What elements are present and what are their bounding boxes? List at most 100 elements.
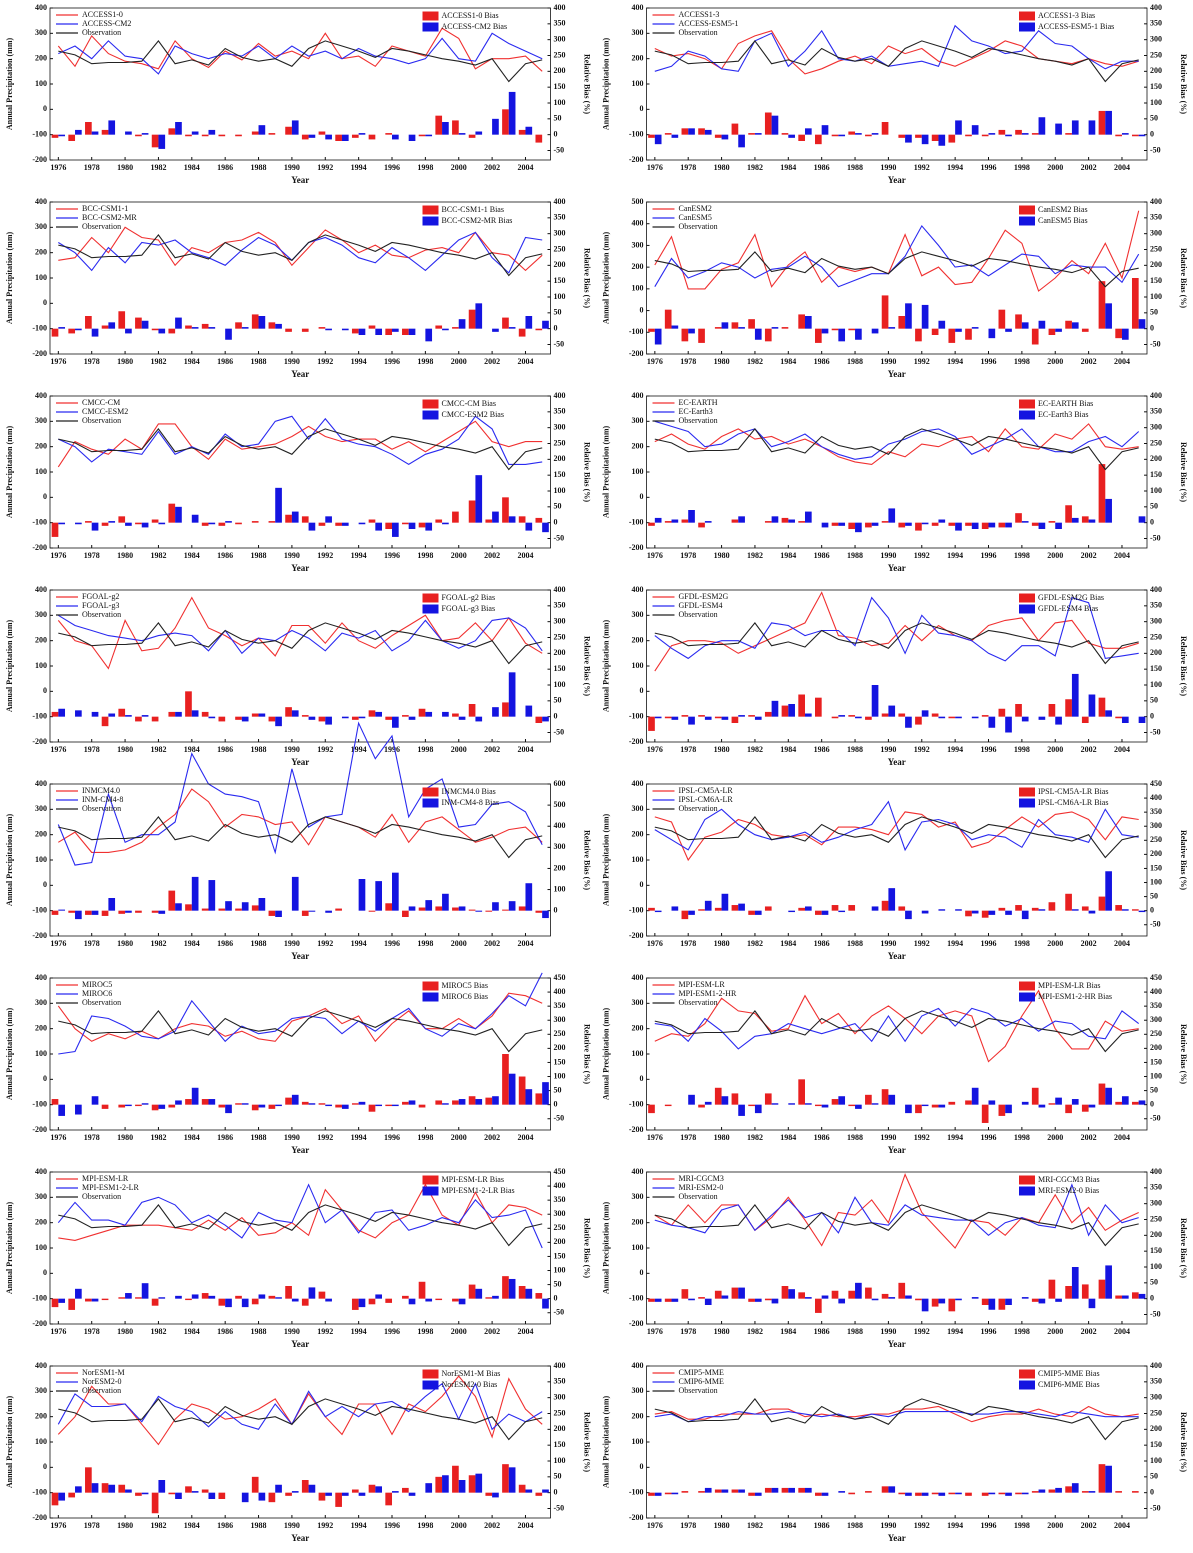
x-tick-label: 1990 xyxy=(880,551,896,560)
line xyxy=(654,800,1139,852)
bar xyxy=(141,133,149,135)
legend-label: EC-EARTH Bias xyxy=(1038,399,1093,408)
bar xyxy=(308,522,316,531)
x-tick-label: 1988 xyxy=(251,551,267,560)
x-tick-label: 1984 xyxy=(184,939,200,948)
bar xyxy=(1131,134,1139,137)
x-tick-label: 1986 xyxy=(217,551,233,560)
x-tick-label: 1990 xyxy=(284,357,300,366)
x-tick-label: 1998 xyxy=(1014,745,1030,754)
bar xyxy=(815,1104,822,1107)
y-axis-label: Annual Precipitation (mm) xyxy=(5,1202,14,1295)
bar xyxy=(175,506,182,523)
bar xyxy=(335,522,342,526)
y2-tick-label: 200 xyxy=(1150,1424,1162,1433)
y2-tick-label: 200 xyxy=(554,260,566,269)
bar xyxy=(475,131,483,135)
line xyxy=(58,234,543,277)
bar xyxy=(191,131,199,135)
x-tick-label: 2000 xyxy=(451,1327,467,1336)
bar xyxy=(1098,1279,1106,1299)
bar xyxy=(871,685,879,717)
y-axis-label: Annual Precipitation (mm) xyxy=(601,232,610,325)
bar xyxy=(168,1104,176,1108)
x-axis-label: Year xyxy=(888,757,906,767)
bar xyxy=(225,1104,232,1114)
bar xyxy=(525,316,533,329)
bar xyxy=(525,126,533,135)
y2-axis-label: Relative Bias (%) xyxy=(1179,442,1188,502)
bar xyxy=(1098,281,1106,329)
bar xyxy=(118,910,126,914)
x-tick-label: 1984 xyxy=(780,939,796,948)
bar xyxy=(821,1492,829,1496)
line xyxy=(654,816,1139,859)
bar xyxy=(141,1283,149,1299)
bar xyxy=(1115,134,1122,137)
bar xyxy=(748,1492,755,1496)
bar xyxy=(1105,303,1112,329)
bar xyxy=(848,131,856,135)
bar xyxy=(938,716,946,719)
bar xyxy=(1081,1104,1089,1112)
x-tick-label: 2004 xyxy=(517,1133,533,1142)
line xyxy=(654,989,1139,1063)
bar xyxy=(788,910,795,913)
bar xyxy=(91,910,99,915)
bar xyxy=(325,328,332,331)
bar xyxy=(881,521,889,523)
legend-swatch xyxy=(422,992,439,1002)
bar xyxy=(764,906,772,911)
bar xyxy=(948,1101,956,1105)
legend: MPI-ESM-LRMPI-ESM1-2-HRObservationMPI-ES… xyxy=(652,980,1112,1007)
bar xyxy=(754,328,762,340)
bar xyxy=(325,1492,332,1496)
bar xyxy=(308,910,316,912)
x-tick-label: 1976 xyxy=(50,551,66,560)
bar xyxy=(375,711,382,717)
bar xyxy=(815,1492,822,1496)
bar xyxy=(815,328,822,343)
bar xyxy=(955,120,962,135)
y-tick-label: 400 xyxy=(632,3,644,12)
bar xyxy=(738,715,745,717)
bar xyxy=(358,133,366,135)
x-tick-label: 2000 xyxy=(451,163,467,172)
plot-frame xyxy=(646,977,1148,1131)
y2-axis-label: Relative Bias (%) xyxy=(583,1024,592,1084)
x-tick-label: 1980 xyxy=(714,163,730,172)
bar xyxy=(101,716,109,727)
x-tick-label: 1982 xyxy=(747,1133,763,1142)
bar xyxy=(721,716,729,720)
bar xyxy=(1038,909,1046,911)
plot-frame xyxy=(646,1365,1148,1519)
x-tick-label: 1994 xyxy=(351,1327,367,1336)
bar xyxy=(1131,1292,1139,1299)
bar xyxy=(535,1492,543,1496)
y2-tick-label: 350 xyxy=(1150,807,1162,816)
bar xyxy=(664,1492,672,1495)
x-tick-label: 1978 xyxy=(680,357,696,366)
y2-tick-label: 0 xyxy=(554,1487,558,1496)
bar xyxy=(798,521,805,523)
bar xyxy=(125,1104,132,1107)
bar xyxy=(754,1298,762,1302)
legend-label: MIROC6 xyxy=(82,989,112,998)
bar xyxy=(681,328,689,342)
bar xyxy=(341,1492,349,1496)
y2-tick-label: 300 xyxy=(1150,616,1162,625)
bar xyxy=(681,1289,689,1299)
bar xyxy=(714,1489,722,1493)
y-tick-label: -200 xyxy=(629,1125,644,1134)
bar xyxy=(881,713,889,717)
y2-tick-label: 300 xyxy=(1150,1198,1162,1207)
bar xyxy=(151,519,159,523)
y-tick-label: 200 xyxy=(35,441,47,450)
y-tick-label: 0 xyxy=(43,880,47,889)
y-axis-label: Annual Precipitation (mm) xyxy=(5,1008,14,1101)
y-tick-label: 300 xyxy=(632,804,644,813)
legend-label: EC-Earth3 Bias xyxy=(1038,410,1088,419)
bar xyxy=(485,1297,493,1299)
bar xyxy=(468,500,476,523)
